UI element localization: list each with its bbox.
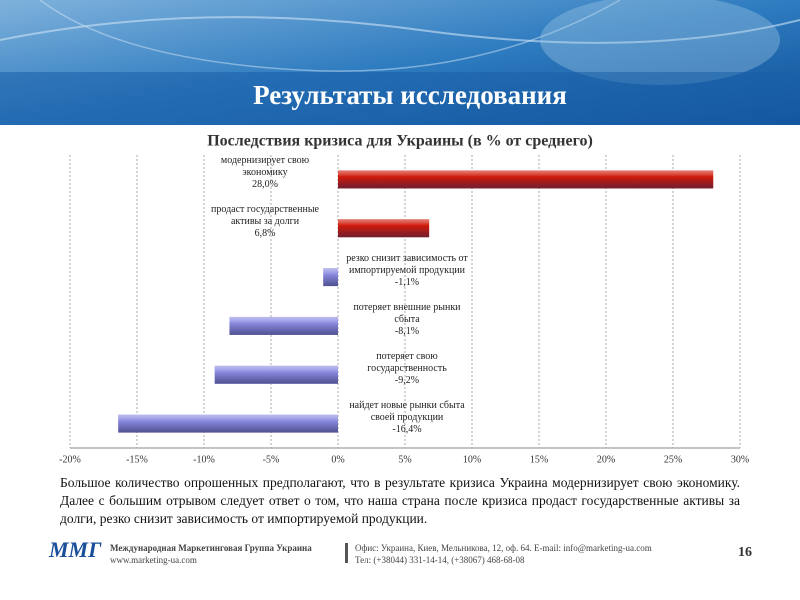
bar-shade bbox=[323, 268, 338, 287]
body-text: Большое количество опрошенных предполага… bbox=[60, 475, 740, 526]
header-decor bbox=[0, 16, 800, 44]
company: Международная Маркетинговая Группа Украи… bbox=[110, 543, 312, 553]
category-label: резко снизит зависимость от импортируемо… bbox=[346, 253, 468, 277]
category-label: найдет новые рынки сбыта своей продукции bbox=[349, 399, 465, 423]
bar-shade bbox=[338, 170, 714, 189]
bar-shade bbox=[338, 219, 430, 238]
value-label: -1,1% bbox=[394, 277, 420, 289]
x-tick-label: 15% bbox=[530, 454, 548, 465]
x-tick-label: -15% bbox=[126, 454, 148, 465]
logo: ММГ bbox=[48, 537, 102, 562]
title-band bbox=[0, 72, 800, 125]
category-label: потеряет свою государственность bbox=[367, 350, 447, 374]
x-tick-label: 25% bbox=[664, 454, 682, 465]
x-tick-label: -20% bbox=[59, 454, 81, 465]
site: www.marketing-ua.com bbox=[110, 555, 197, 565]
bar-shade bbox=[118, 414, 339, 433]
x-tick-label: 5% bbox=[398, 454, 411, 465]
value-label: -16,4% bbox=[392, 423, 422, 435]
chart-title: Последствия кризиса для Украины (в % от … bbox=[207, 133, 593, 150]
category-label: продаст государственные активы за долги bbox=[211, 204, 319, 228]
x-tick-label: 20% bbox=[597, 454, 615, 465]
header-decor bbox=[39, 0, 621, 72]
office: Офис: Украина, Киев, Мельникова, 12, оф.… bbox=[355, 543, 652, 553]
x-tick-label: -10% bbox=[193, 454, 215, 465]
value-label: -9,2% bbox=[394, 374, 420, 386]
category-label: потеряет внешние рынки сбыта bbox=[353, 301, 461, 325]
x-tick-label: 0% bbox=[331, 454, 344, 465]
phone: Тел: (+38044) 331-14-14, (+38067) 468-68… bbox=[355, 555, 525, 565]
value-label: -8,1% bbox=[394, 325, 420, 337]
separator bbox=[345, 543, 348, 563]
header-decor bbox=[540, 0, 780, 85]
bar-shade bbox=[214, 365, 338, 384]
x-tick-label: -5% bbox=[263, 454, 280, 465]
bar-shade bbox=[229, 316, 338, 335]
category-label: модернизирует свою экономику bbox=[220, 155, 310, 179]
value-label: 28,0% bbox=[252, 179, 278, 191]
x-tick-label: 10% bbox=[463, 454, 481, 465]
slide-title: Результаты исследования bbox=[253, 80, 567, 110]
x-tick-label: 30% bbox=[731, 454, 749, 465]
page-number: 16 bbox=[738, 545, 752, 560]
value-label: 6,8% bbox=[254, 228, 276, 240]
